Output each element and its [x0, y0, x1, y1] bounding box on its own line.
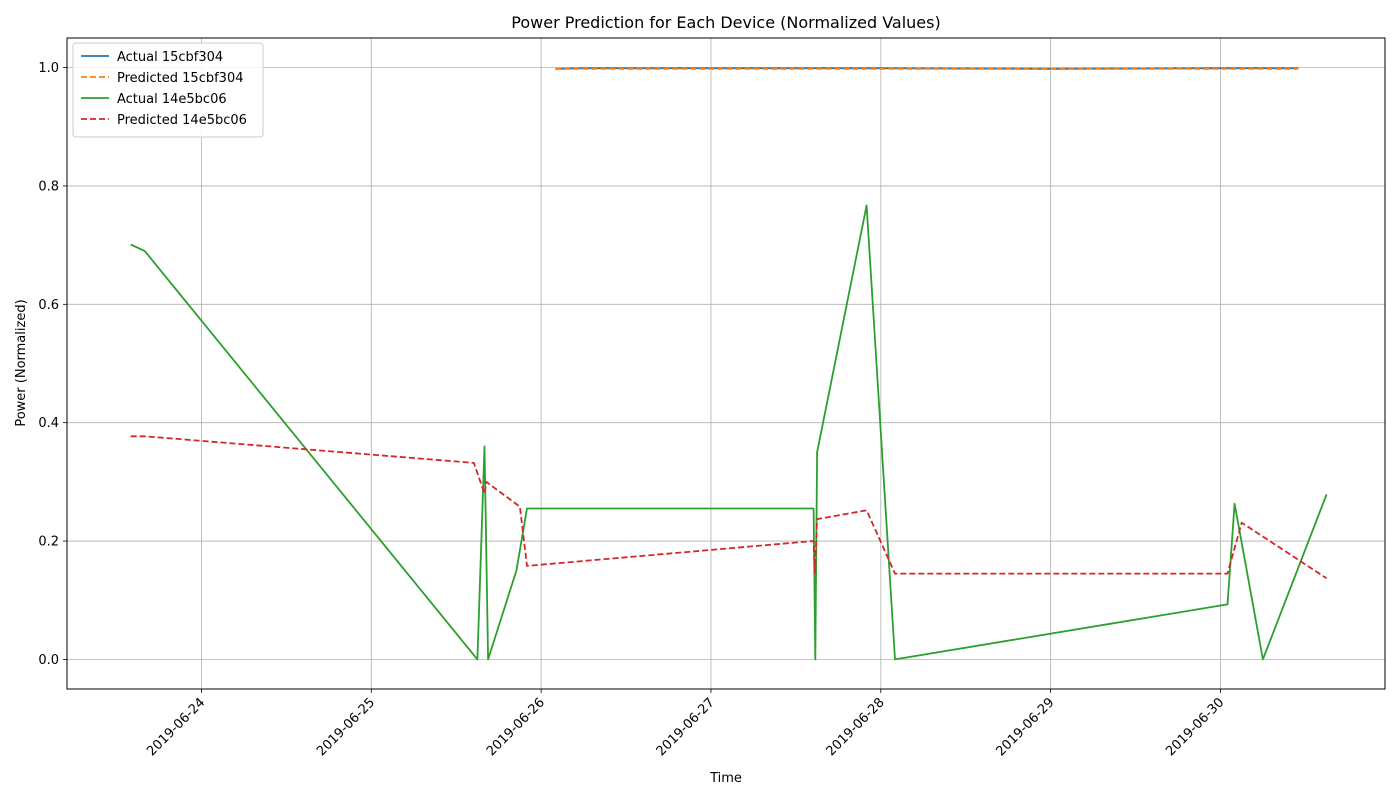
y-tick-label: 0.6 — [38, 298, 59, 313]
y-axis: 0.0 0.2 0.4 0.6 0.8 1.0 — [38, 61, 67, 668]
chart-title: Power Prediction for Each Device (Normal… — [511, 13, 940, 32]
y-axis-label: Power (Normalized) — [14, 299, 29, 426]
x-axis-label: Time — [709, 771, 742, 786]
y-tick-label: 1.0 — [38, 61, 59, 76]
series-layer — [130, 67, 1328, 661]
y-tick-label: 0.0 — [38, 653, 59, 668]
legend: Actual 15cbf304 Predicted 15cbf304 Actual … — [72, 42, 264, 138]
legend-label: Predicted 14e5bc06 — [117, 113, 247, 128]
legend-label: Actual 15cbf304 — [117, 50, 223, 65]
legend-label: Predicted 15cbf304 — [117, 71, 244, 86]
y-tick-label: 0.2 — [38, 535, 59, 550]
grid — [67, 38, 1385, 689]
y-tick-label: 0.4 — [38, 416, 59, 431]
y-tick-label: 0.8 — [38, 179, 59, 194]
legend-label: Actual 14e5bc06 — [117, 92, 227, 107]
series-line-predicted-14e5bc06 — [130, 435, 1328, 580]
series-line-actual-14e5bc06 — [130, 204, 1328, 661]
plot-frame — [66, 37, 1386, 690]
legend-box — [72, 42, 264, 138]
